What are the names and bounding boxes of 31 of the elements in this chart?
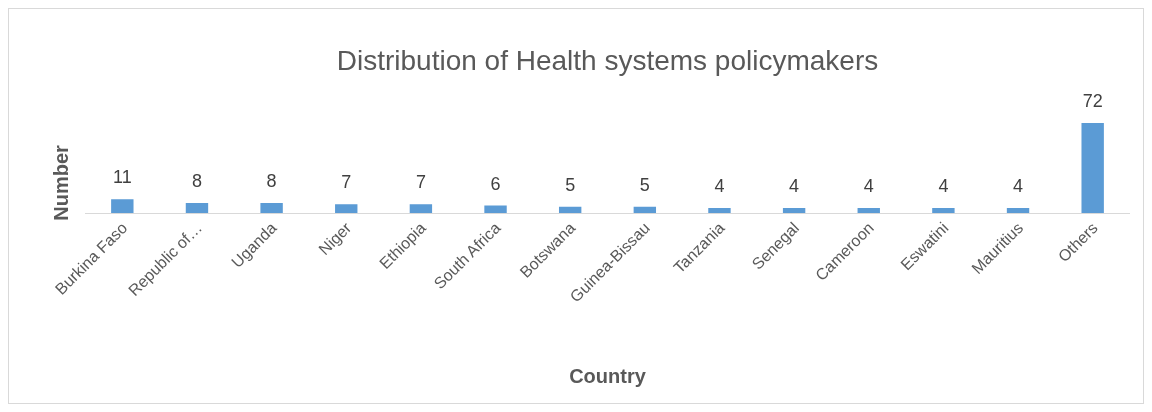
data-label: 11 — [112, 167, 132, 188]
bar — [782, 208, 806, 213]
bar — [558, 206, 582, 213]
bar — [857, 208, 880, 213]
bar — [484, 205, 507, 213]
data-label: 4 — [1013, 176, 1024, 196]
bar — [409, 204, 433, 213]
data-label: 4 — [789, 176, 800, 196]
data-label: 7 — [341, 172, 352, 193]
data-label: 4 — [714, 176, 725, 196]
x-axis-title: Country — [569, 365, 647, 387]
bar — [932, 208, 955, 213]
data-label: 5 — [639, 174, 650, 195]
data-label: 5 — [565, 174, 576, 195]
data-label: 6 — [490, 173, 501, 194]
bar — [633, 206, 657, 213]
y-axis-title: Number — [50, 145, 72, 221]
data-label: 7 — [415, 172, 426, 193]
bar — [1006, 208, 1030, 213]
bar — [335, 204, 358, 213]
bar — [185, 203, 209, 213]
data-label: 4 — [863, 176, 874, 196]
data-label: 72 — [1082, 91, 1103, 111]
bar — [111, 199, 134, 213]
data-label: 8 — [266, 171, 277, 191]
data-label: 4 — [938, 176, 949, 196]
bar — [1081, 123, 1104, 213]
chart-title: Distribution of Health systems policymakers — [336, 45, 879, 76]
data-label: 8 — [191, 171, 202, 191]
bar — [708, 208, 731, 213]
bar — [260, 203, 283, 213]
